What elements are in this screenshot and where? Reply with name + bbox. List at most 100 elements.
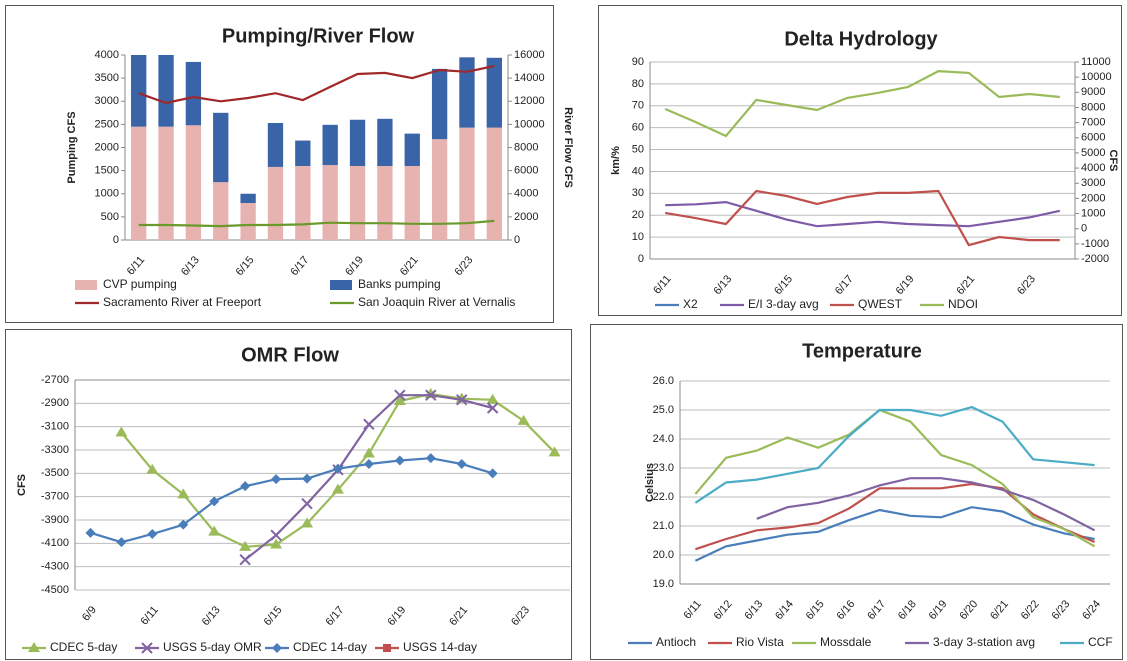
bar	[377, 166, 393, 240]
legend-label: Rio Vista	[736, 635, 784, 649]
point-marker	[332, 463, 343, 474]
point-marker	[240, 481, 251, 492]
point-marker	[147, 529, 158, 539]
point-marker	[177, 488, 190, 499]
bar	[404, 133, 420, 166]
legend-marker	[272, 643, 282, 653]
legend-label: CDEC 14-day	[293, 640, 367, 654]
y-axis-title: Pumping CFS	[66, 111, 78, 183]
series-line	[695, 482, 1096, 551]
series-line	[665, 189, 1060, 247]
chart-title: Temperature	[802, 340, 922, 362]
point-marker	[486, 402, 499, 414]
legend-label: CDEC 5-day	[50, 640, 117, 654]
legend-label: CVP pumping	[103, 277, 177, 291]
point-marker	[239, 553, 251, 566]
bar	[459, 127, 475, 240]
legend-marker	[141, 642, 153, 654]
y-tick-label: 22.0	[653, 491, 674, 503]
y-tick-label: 0	[638, 253, 644, 265]
y2-tick-label: 5000	[1081, 147, 1105, 159]
legend-label: Banks pumping	[358, 277, 441, 291]
bar	[158, 126, 174, 240]
series-line	[138, 64, 495, 105]
y-tick-label: 500	[101, 211, 119, 223]
legend-label: QWEST	[858, 297, 903, 311]
bar	[349, 119, 366, 166]
point-marker	[393, 395, 406, 405]
point-marker	[456, 459, 467, 469]
legend-marker	[383, 644, 391, 652]
point-marker	[362, 447, 375, 458]
y-tick-label: -2900	[41, 397, 69, 409]
series-line	[664, 69, 1060, 138]
y-tick-label: 60	[632, 122, 644, 134]
legend-label: San Joaquin River at Vernalis	[358, 295, 515, 309]
legend-marker	[28, 642, 40, 652]
y2-tick-label: 0	[1081, 223, 1087, 235]
legend-label: NDOI	[948, 297, 978, 311]
point-marker	[517, 414, 530, 425]
bar	[486, 127, 502, 240]
y2-tick-label: 6000	[1081, 132, 1105, 144]
y-tick-label: 2500	[95, 118, 119, 130]
y-tick-label: -2700	[41, 374, 69, 386]
point-marker	[301, 497, 313, 510]
bar	[431, 68, 448, 140]
chart-title: OMR Flow	[241, 344, 339, 366]
y-tick-label: 70	[632, 100, 644, 112]
y-tick-label: 50	[632, 143, 644, 155]
y2-tick-label: 10000	[1081, 71, 1112, 83]
y2-tick-label: 2000	[514, 211, 538, 223]
point-marker	[209, 496, 220, 507]
bar	[295, 166, 311, 240]
point-marker	[85, 527, 96, 538]
y-tick-label: -3300	[41, 444, 69, 456]
chart-title: Pumping/River Flow	[222, 25, 415, 47]
series-line	[694, 408, 1096, 548]
point-marker	[363, 418, 375, 431]
y-tick-label: 3000	[95, 95, 119, 107]
point-marker	[270, 538, 283, 549]
y-tick-label: 80	[632, 78, 644, 90]
point-marker	[456, 394, 468, 406]
bar	[267, 166, 284, 240]
y-tick-label: 3500	[95, 72, 119, 84]
y-tick-label: -4500	[41, 584, 69, 596]
y2-tick-label: 1000	[1081, 207, 1105, 219]
legend-swatch	[330, 280, 352, 290]
point-marker	[178, 519, 189, 530]
bar	[240, 193, 256, 203]
y-tick-label: 40	[632, 165, 644, 177]
y-tick-label: 21.0	[653, 520, 674, 532]
series-line	[90, 457, 494, 544]
y-tick-label: -3700	[41, 491, 69, 503]
y2-tick-label: 3000	[1081, 177, 1105, 189]
series-line	[138, 219, 495, 228]
bar	[486, 57, 502, 128]
y2-tick-label: -2000	[1081, 253, 1109, 265]
y-tick-label: 24.0	[653, 433, 674, 445]
y-tick-label: 1000	[95, 188, 119, 200]
series-line	[694, 506, 1095, 562]
legend-label: Sacramento River at Freeport	[103, 295, 262, 309]
y-tick-label: 10	[632, 231, 644, 243]
bar	[240, 203, 256, 240]
y-tick-label: -3100	[41, 421, 69, 433]
bar	[349, 166, 366, 240]
y-tick-label: -4300	[41, 561, 69, 573]
point-marker	[394, 389, 406, 401]
y2-tick-label: 0	[514, 234, 520, 246]
point-marker	[302, 473, 313, 484]
panel	[5, 329, 572, 660]
point-marker	[270, 529, 282, 541]
legend-label: USGS 5-day OMR	[163, 640, 262, 654]
y2-tick-label: 16000	[514, 49, 545, 61]
y-tick-label: -4100	[41, 537, 69, 549]
point-marker	[239, 540, 252, 551]
y-axis-title: km/%	[610, 146, 622, 175]
y-axis-title: Celsius	[644, 463, 656, 502]
bar	[158, 55, 174, 127]
y2-tick-label: 10000	[514, 118, 545, 130]
y2-tick-label: 12000	[514, 95, 545, 107]
